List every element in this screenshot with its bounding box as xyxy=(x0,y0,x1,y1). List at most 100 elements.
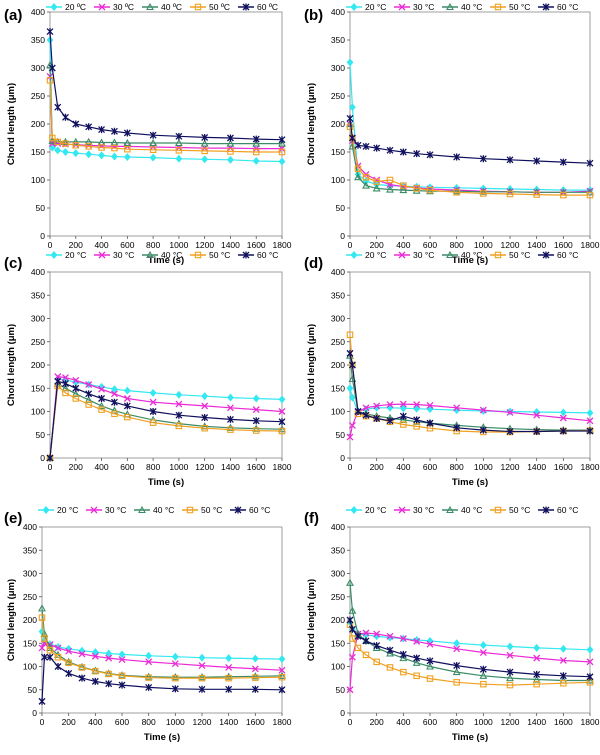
x-tick-label: 200 xyxy=(69,462,83,472)
data-point xyxy=(479,406,487,414)
legend-label: 50 °C xyxy=(509,505,530,515)
y-tick-label: 50 xyxy=(28,685,38,695)
data-point xyxy=(586,673,594,681)
data-point xyxy=(346,686,354,694)
data-point xyxy=(224,672,233,680)
data-point xyxy=(105,670,112,678)
legend-item: 40 °C xyxy=(442,2,482,12)
series-1 xyxy=(346,58,594,195)
data-point xyxy=(346,616,354,624)
data-point xyxy=(227,393,234,402)
data-point xyxy=(172,674,179,682)
data-point xyxy=(251,654,259,663)
legend-marker-icon xyxy=(398,251,406,259)
series-line xyxy=(49,375,283,459)
series-line xyxy=(49,31,283,141)
data-point xyxy=(362,637,370,645)
data-point xyxy=(413,672,420,680)
series-line xyxy=(41,608,283,678)
data-point xyxy=(533,643,541,652)
x-tick-label: 800 xyxy=(146,462,160,472)
legend-label: 20 °C xyxy=(365,505,386,515)
x-tick-label: 1800 xyxy=(581,462,600,472)
series-4 xyxy=(46,77,286,156)
data-point xyxy=(453,645,461,653)
y-tick-label: 400 xyxy=(331,267,345,277)
y-tick-label: 100 xyxy=(331,662,345,672)
data-point xyxy=(252,139,261,147)
x-tick-label: 0 xyxy=(348,240,353,250)
data-point xyxy=(354,165,362,173)
data-point xyxy=(533,680,540,688)
series-line xyxy=(49,65,282,145)
y-tick-label: 300 xyxy=(331,314,345,324)
data-point xyxy=(46,28,54,36)
data-point xyxy=(533,427,541,435)
data-point xyxy=(226,423,235,431)
legend-marker-icon xyxy=(146,250,154,259)
data-point xyxy=(346,384,354,393)
x-tick-label: 800 xyxy=(450,240,464,250)
data-point xyxy=(426,640,434,648)
legend-item: 30 ºC xyxy=(94,2,134,12)
data-point xyxy=(174,138,183,147)
y-axis-title: Chord length (μm) xyxy=(6,579,17,661)
data-point xyxy=(586,645,594,654)
data-point xyxy=(533,191,540,198)
series-2 xyxy=(38,639,286,674)
x-tick-label: 1400 xyxy=(219,717,238,727)
data-point xyxy=(62,374,69,382)
x-tick-label: 1800 xyxy=(581,717,600,727)
data-point xyxy=(46,77,54,84)
data-point xyxy=(149,419,157,426)
panel-3: (c) 20 °C 30 °C 40 °C 50 °C 60 °C 0 50 100 150 200… xyxy=(4,250,292,488)
data-point xyxy=(48,64,56,72)
data-point xyxy=(98,151,105,160)
data-point xyxy=(41,635,48,642)
x-tick-label: 1200 xyxy=(195,240,214,250)
x-tick-label: 600 xyxy=(423,717,437,727)
plot-frame xyxy=(349,526,591,714)
data-point xyxy=(225,654,233,663)
legend-item: 20 °C xyxy=(346,505,386,515)
panel-letter: (b) xyxy=(304,7,323,24)
data-point xyxy=(453,424,461,432)
legend-marker-icon xyxy=(542,251,550,259)
data-point xyxy=(346,114,354,122)
data-point xyxy=(201,147,208,155)
data-point xyxy=(348,653,356,661)
series-line xyxy=(49,76,282,150)
data-point xyxy=(98,385,106,393)
data-point xyxy=(175,147,183,154)
data-point xyxy=(373,144,381,152)
data-point xyxy=(149,398,157,406)
data-point xyxy=(62,148,69,156)
data-point xyxy=(46,646,54,654)
x-tick-label: 1800 xyxy=(581,240,600,250)
data-point xyxy=(149,408,157,415)
legend-item: 30 °C xyxy=(394,2,434,12)
legend-label: 30 °C xyxy=(413,250,434,260)
data-point xyxy=(506,190,514,198)
data-point xyxy=(506,156,514,164)
data-point xyxy=(201,392,209,401)
data-point xyxy=(399,635,407,643)
data-point xyxy=(386,185,394,193)
data-point xyxy=(252,424,261,432)
data-point xyxy=(92,667,99,675)
x-tick-label: 800 xyxy=(450,462,464,472)
legend-label: 50 ºC xyxy=(209,2,230,12)
data-point xyxy=(62,380,69,388)
y-tick-label: 200 xyxy=(331,615,345,625)
data-point xyxy=(479,641,487,650)
data-point xyxy=(252,674,259,681)
legend-label: 50 °C xyxy=(509,250,530,260)
legend-label: 20 ºC xyxy=(65,2,86,12)
panel-1: (a) 20 ºC 30 ºC 40 ºC 50 ºC 60 ºC 0 50 100 150 200… xyxy=(4,2,292,266)
legend-label: 30 °C xyxy=(113,250,134,260)
data-point xyxy=(72,376,80,384)
data-point xyxy=(354,173,362,181)
series-4 xyxy=(38,614,286,682)
data-point xyxy=(559,427,567,435)
y-tick-label: 200 xyxy=(331,360,345,370)
